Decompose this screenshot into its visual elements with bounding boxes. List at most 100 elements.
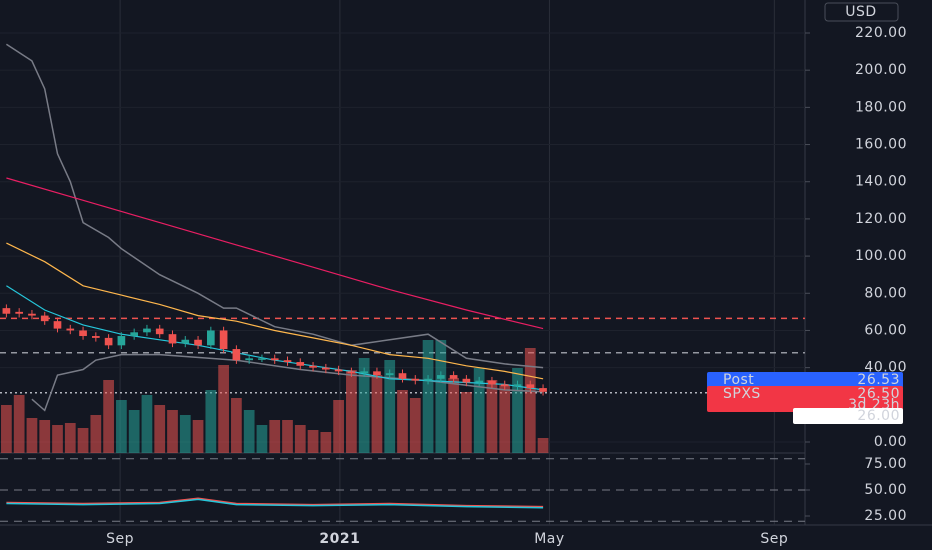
indicator-line bbox=[6, 242, 544, 380]
candle-body bbox=[2, 308, 11, 314]
candle-body bbox=[207, 330, 215, 346]
y-tick-label: 75.00 bbox=[864, 456, 907, 472]
candle-body bbox=[411, 378, 420, 381]
candle-body bbox=[385, 373, 394, 376]
indicator-line bbox=[6, 177, 544, 330]
candle-body bbox=[155, 328, 164, 335]
volume-bar bbox=[1, 405, 12, 453]
candle-body bbox=[424, 378, 432, 381]
y-tick-label: 120.00 bbox=[855, 211, 907, 227]
volume-bar bbox=[512, 368, 523, 453]
candle-body bbox=[245, 358, 253, 361]
indicator-line bbox=[6, 497, 544, 508]
price-label-name: SPXS bbox=[723, 386, 761, 402]
volume-bar bbox=[435, 340, 447, 453]
y-tick-label: 0.00 bbox=[874, 434, 907, 450]
volume-bar bbox=[448, 378, 459, 453]
volume-bar bbox=[13, 395, 25, 453]
volume-bar bbox=[307, 430, 319, 453]
candle-body bbox=[500, 384, 509, 387]
price-label-name: Post bbox=[723, 372, 754, 388]
candle-body bbox=[373, 371, 381, 376]
volume-bar bbox=[499, 385, 511, 453]
volume-bar bbox=[537, 438, 549, 453]
y-tick-label: 160.00 bbox=[855, 137, 907, 153]
price-label-box bbox=[707, 386, 903, 412]
candle-body bbox=[143, 328, 151, 333]
candle-body bbox=[40, 315, 49, 322]
price-label-value: 26.53 bbox=[857, 372, 900, 388]
volume-bar bbox=[141, 395, 153, 453]
price-label-box bbox=[707, 372, 903, 388]
candle-body bbox=[53, 321, 62, 329]
volume-bar bbox=[371, 375, 383, 453]
price-label-box bbox=[793, 408, 903, 424]
volume-bar bbox=[256, 425, 268, 453]
volume-bar bbox=[524, 348, 536, 453]
candle-body bbox=[513, 384, 522, 387]
volume-bar bbox=[384, 360, 396, 453]
candle-body bbox=[283, 360, 292, 363]
indicator-line bbox=[6, 498, 544, 509]
volume-bar bbox=[422, 340, 434, 453]
candle-body bbox=[258, 358, 266, 360]
y-tick-label: 100.00 bbox=[855, 248, 907, 264]
volume-bar bbox=[333, 400, 344, 453]
y-tick-label: 60.00 bbox=[864, 322, 907, 338]
volume-bar bbox=[90, 415, 102, 453]
y-tick-label: 180.00 bbox=[855, 99, 907, 115]
candle-body bbox=[347, 371, 356, 374]
candle-body bbox=[194, 339, 202, 346]
price-label-value: 26.50 bbox=[857, 386, 900, 402]
volume-bar bbox=[39, 420, 51, 453]
currency-label: USD bbox=[845, 4, 876, 20]
candle-body bbox=[488, 380, 496, 385]
volume-bar bbox=[461, 392, 472, 453]
volume-bar bbox=[128, 410, 140, 453]
y-tick-label: 80.00 bbox=[864, 285, 907, 301]
volume-bar bbox=[320, 432, 332, 453]
volume-bar bbox=[282, 420, 293, 453]
candle-body bbox=[296, 362, 305, 366]
candle-body bbox=[475, 380, 483, 383]
y-tick-label: 220.00 bbox=[855, 25, 907, 41]
candle-body bbox=[92, 336, 100, 338]
candle-body bbox=[270, 358, 279, 361]
volume-bar bbox=[103, 380, 114, 453]
candle-body bbox=[117, 336, 126, 346]
candle-body bbox=[15, 311, 23, 314]
y-tick-label: 140.00 bbox=[855, 174, 907, 190]
candle-body bbox=[322, 367, 330, 370]
volume-bar bbox=[486, 380, 498, 453]
volume-bar bbox=[397, 390, 408, 453]
volume-bar bbox=[77, 428, 89, 453]
volume-bar bbox=[231, 398, 242, 453]
volume-bar bbox=[205, 390, 217, 453]
candle-body bbox=[104, 337, 113, 346]
x-tick-label: 2021 bbox=[319, 531, 360, 547]
candle-body bbox=[130, 332, 138, 337]
candle-body bbox=[360, 371, 368, 374]
volume-bar bbox=[192, 420, 204, 453]
candle-body bbox=[462, 378, 471, 383]
volume-bar bbox=[243, 410, 255, 453]
volume-bar bbox=[409, 398, 421, 453]
candle-body bbox=[309, 365, 317, 368]
volume-bar bbox=[26, 418, 38, 453]
candle-body bbox=[232, 349, 241, 361]
x-tick-label: Sep bbox=[106, 531, 134, 547]
candle-body bbox=[334, 369, 343, 372]
volume-bar bbox=[473, 368, 485, 453]
candle-body bbox=[219, 330, 228, 350]
currency-button[interactable] bbox=[824, 2, 899, 22]
candle-body bbox=[449, 375, 458, 379]
y-tick-label: 200.00 bbox=[855, 62, 907, 78]
y-tick-label: 25.00 bbox=[864, 508, 907, 524]
volume-bar bbox=[52, 425, 63, 453]
volume-bar bbox=[269, 420, 281, 453]
candle-body bbox=[181, 339, 190, 344]
candle-body bbox=[66, 328, 75, 331]
x-tick-label: Sep bbox=[760, 531, 788, 547]
